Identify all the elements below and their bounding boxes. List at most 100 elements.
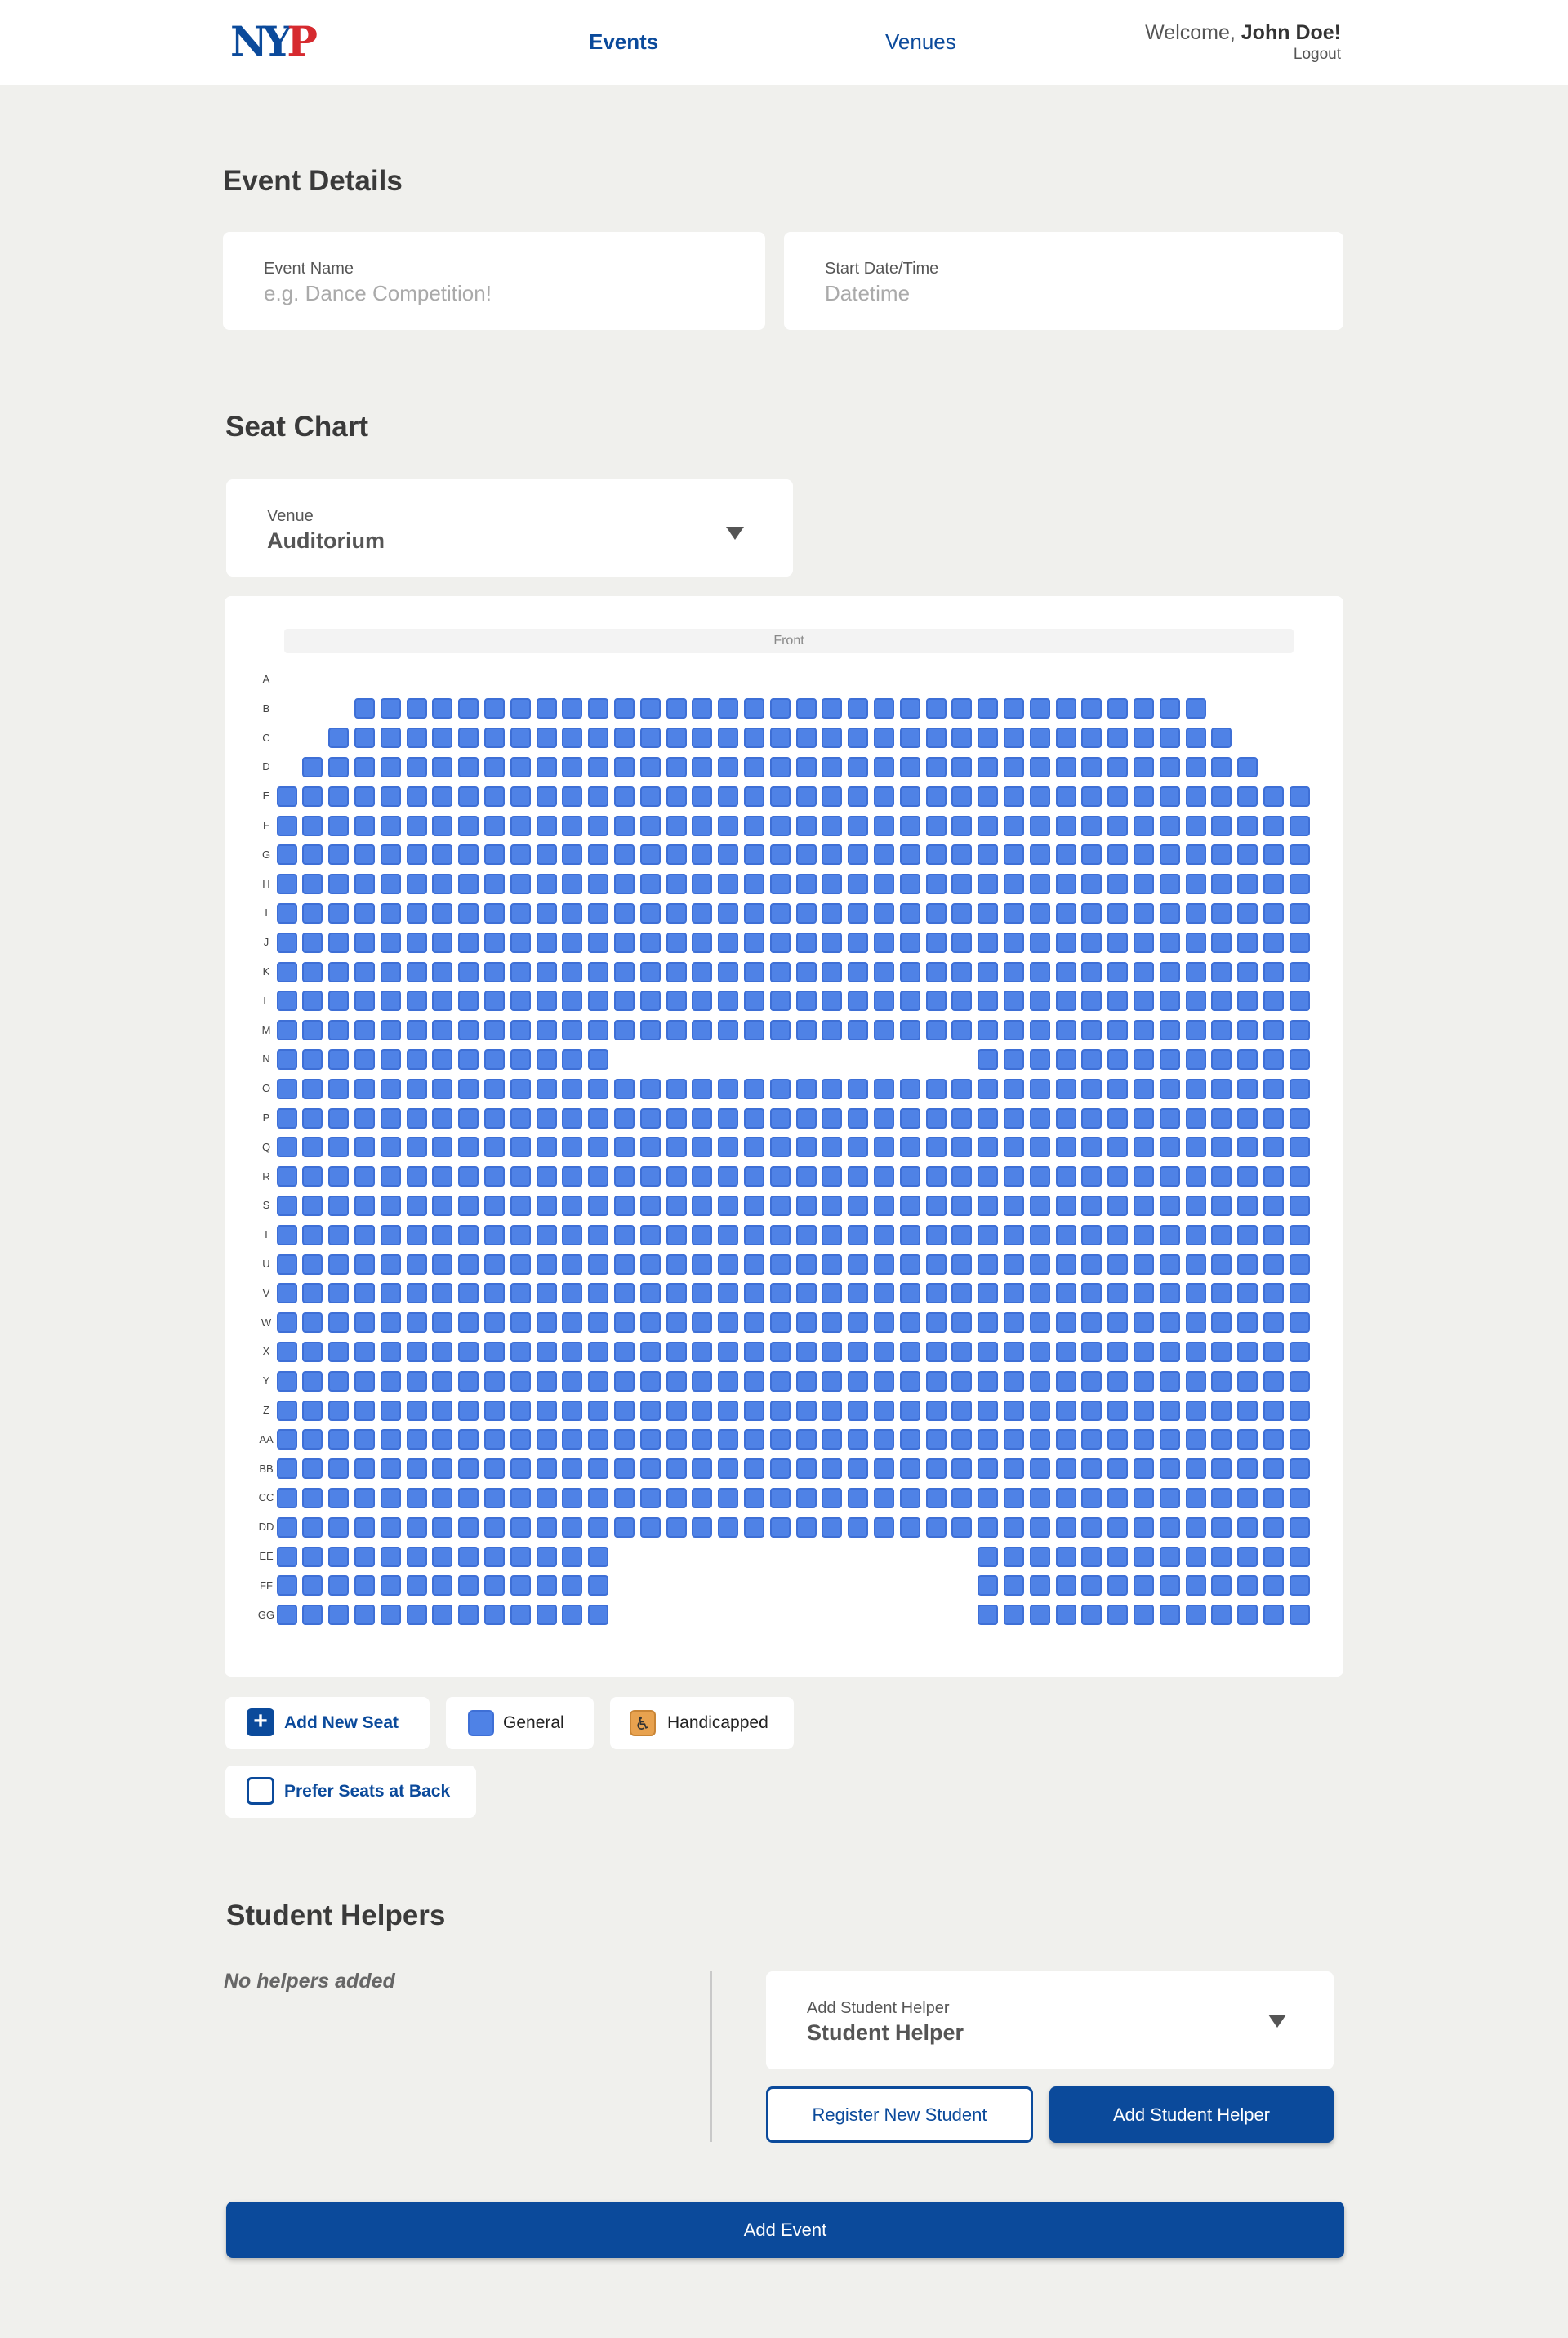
- seat-v-15[interactable]: [639, 1283, 661, 1304]
- seat-l-2[interactable]: [302, 991, 323, 1012]
- seat-aa-40[interactable]: [1289, 1429, 1310, 1450]
- seat-y-24[interactable]: [873, 1370, 894, 1392]
- seat-h-8[interactable]: [458, 874, 479, 895]
- seat-s-24[interactable]: [873, 1195, 894, 1216]
- seat-f-13[interactable]: [588, 815, 609, 836]
- seat-u-36[interactable]: [1185, 1254, 1206, 1275]
- seat-ee-33[interactable]: [1107, 1546, 1129, 1567]
- seat-q-20[interactable]: [769, 1137, 791, 1158]
- seat-n-12[interactable]: [562, 1049, 583, 1070]
- seat-w-32[interactable]: [1081, 1312, 1102, 1334]
- seat-d-29[interactable]: [1003, 756, 1024, 777]
- seat-o-11[interactable]: [536, 1078, 557, 1099]
- seat-o-19[interactable]: [743, 1078, 764, 1099]
- seat-gg-38[interactable]: [1237, 1605, 1258, 1626]
- seat-m-31[interactable]: [1055, 1020, 1076, 1041]
- seat-e-3[interactable]: [328, 786, 350, 807]
- seat-p-17[interactable]: [692, 1107, 713, 1129]
- seat-dd-25[interactable]: [899, 1516, 920, 1538]
- seat-u-31[interactable]: [1055, 1254, 1076, 1275]
- seat-q-19[interactable]: [743, 1137, 764, 1158]
- seat-x-30[interactable]: [1029, 1341, 1050, 1362]
- seat-u-21[interactable]: [795, 1254, 817, 1275]
- seat-dd-20[interactable]: [769, 1516, 791, 1538]
- seat-u-37[interactable]: [1211, 1254, 1232, 1275]
- seat-b-22[interactable]: [822, 698, 843, 719]
- seat-h-12[interactable]: [562, 874, 583, 895]
- seat-s-20[interactable]: [769, 1195, 791, 1216]
- seat-z-9[interactable]: [483, 1400, 505, 1421]
- seat-f-29[interactable]: [1003, 815, 1024, 836]
- seat-l-36[interactable]: [1185, 991, 1206, 1012]
- seat-u-12[interactable]: [562, 1254, 583, 1275]
- seat-z-36[interactable]: [1185, 1400, 1206, 1421]
- seat-y-15[interactable]: [639, 1370, 661, 1392]
- seat-m-29[interactable]: [1003, 1020, 1024, 1041]
- seat-x-5[interactable]: [380, 1341, 401, 1362]
- seat-c-23[interactable]: [848, 728, 869, 749]
- start-datetime-input[interactable]: [825, 281, 1282, 306]
- seat-bb-33[interactable]: [1107, 1458, 1129, 1480]
- seat-j-37[interactable]: [1211, 932, 1232, 953]
- seat-z-13[interactable]: [588, 1400, 609, 1421]
- seat-g-18[interactable]: [718, 844, 739, 866]
- seat-aa-2[interactable]: [302, 1429, 323, 1450]
- seat-cc-11[interactable]: [536, 1487, 557, 1508]
- seat-y-22[interactable]: [822, 1370, 843, 1392]
- seat-d-21[interactable]: [795, 756, 817, 777]
- seat-q-27[interactable]: [951, 1137, 973, 1158]
- seat-t-3[interactable]: [328, 1224, 350, 1245]
- seat-n-37[interactable]: [1211, 1049, 1232, 1070]
- seat-m-16[interactable]: [666, 1020, 687, 1041]
- seat-g-17[interactable]: [692, 844, 713, 866]
- seat-q-3[interactable]: [328, 1137, 350, 1158]
- seat-r-26[interactable]: [925, 1166, 947, 1187]
- seat-u-26[interactable]: [925, 1254, 947, 1275]
- seat-b-31[interactable]: [1055, 698, 1076, 719]
- seat-ee-4[interactable]: [354, 1546, 375, 1567]
- seat-n-32[interactable]: [1081, 1049, 1102, 1070]
- seat-ee-6[interactable]: [406, 1546, 427, 1567]
- seat-v-6[interactable]: [406, 1283, 427, 1304]
- seat-ee-3[interactable]: [328, 1546, 350, 1567]
- seat-cc-22[interactable]: [822, 1487, 843, 1508]
- seat-f-34[interactable]: [1133, 815, 1154, 836]
- seat-j-29[interactable]: [1003, 932, 1024, 953]
- seat-z-1[interactable]: [276, 1400, 297, 1421]
- seat-v-27[interactable]: [951, 1283, 973, 1304]
- seat-o-2[interactable]: [302, 1078, 323, 1099]
- seat-n-3[interactable]: [328, 1049, 350, 1070]
- seat-x-39[interactable]: [1263, 1341, 1284, 1362]
- seat-d-2[interactable]: [302, 756, 323, 777]
- seat-v-37[interactable]: [1211, 1283, 1232, 1304]
- seat-f-36[interactable]: [1185, 815, 1206, 836]
- seat-bb-32[interactable]: [1081, 1458, 1102, 1480]
- event-name-input[interactable]: [264, 281, 721, 306]
- seat-p-2[interactable]: [302, 1107, 323, 1129]
- seat-q-36[interactable]: [1185, 1137, 1206, 1158]
- seat-r-3[interactable]: [328, 1166, 350, 1187]
- seat-f-21[interactable]: [795, 815, 817, 836]
- seat-m-1[interactable]: [276, 1020, 297, 1041]
- seat-l-27[interactable]: [951, 991, 973, 1012]
- seat-t-10[interactable]: [510, 1224, 531, 1245]
- seat-v-12[interactable]: [562, 1283, 583, 1304]
- seat-n-35[interactable]: [1159, 1049, 1180, 1070]
- seat-n-39[interactable]: [1263, 1049, 1284, 1070]
- seat-v-22[interactable]: [822, 1283, 843, 1304]
- seat-r-5[interactable]: [380, 1166, 401, 1187]
- seat-i-29[interactable]: [1003, 902, 1024, 924]
- seat-aa-28[interactable]: [978, 1429, 999, 1450]
- seat-v-5[interactable]: [380, 1283, 401, 1304]
- seat-d-27[interactable]: [951, 756, 973, 777]
- seat-t-13[interactable]: [588, 1224, 609, 1245]
- seat-ff-11[interactable]: [536, 1575, 557, 1597]
- seat-ff-6[interactable]: [406, 1575, 427, 1597]
- seat-gg-3[interactable]: [328, 1605, 350, 1626]
- seat-bb-7[interactable]: [432, 1458, 453, 1480]
- seat-x-12[interactable]: [562, 1341, 583, 1362]
- seat-bb-30[interactable]: [1029, 1458, 1050, 1480]
- seat-p-18[interactable]: [718, 1107, 739, 1129]
- seat-u-38[interactable]: [1237, 1254, 1258, 1275]
- seat-t-25[interactable]: [899, 1224, 920, 1245]
